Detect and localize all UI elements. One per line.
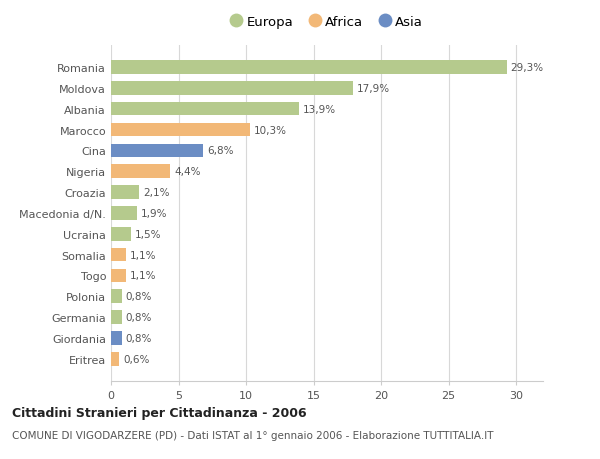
Bar <box>111 123 250 137</box>
Bar <box>111 103 299 116</box>
Bar <box>111 207 137 220</box>
Text: Cittadini Stranieri per Cittadinanza - 2006: Cittadini Stranieri per Cittadinanza - 2… <box>12 406 307 419</box>
Text: 2,1%: 2,1% <box>143 188 170 198</box>
Bar <box>111 290 122 303</box>
Bar <box>111 248 126 262</box>
Bar <box>111 331 122 345</box>
Text: 13,9%: 13,9% <box>303 105 336 114</box>
Bar <box>111 165 170 179</box>
Text: 0,8%: 0,8% <box>126 313 152 322</box>
Text: 29,3%: 29,3% <box>511 63 544 73</box>
Text: 10,3%: 10,3% <box>254 125 287 135</box>
Text: 6,8%: 6,8% <box>207 146 233 156</box>
Text: 0,8%: 0,8% <box>126 333 152 343</box>
Text: 1,9%: 1,9% <box>140 208 167 218</box>
Text: COMUNE DI VIGODARZERE (PD) - Dati ISTAT al 1° gennaio 2006 - Elaborazione TUTTIT: COMUNE DI VIGODARZERE (PD) - Dati ISTAT … <box>12 431 493 441</box>
Legend: Europa, Africa, Asia: Europa, Africa, Asia <box>227 11 427 33</box>
Text: 17,9%: 17,9% <box>356 84 390 94</box>
Bar <box>111 228 131 241</box>
Text: 1,1%: 1,1% <box>130 271 157 281</box>
Text: 1,1%: 1,1% <box>130 250 157 260</box>
Bar <box>111 352 119 366</box>
Bar <box>111 144 203 158</box>
Bar <box>111 186 139 199</box>
Bar <box>111 82 353 95</box>
Bar <box>111 311 122 324</box>
Text: 0,8%: 0,8% <box>126 291 152 302</box>
Text: 1,5%: 1,5% <box>136 229 162 239</box>
Bar <box>111 269 126 283</box>
Text: 4,4%: 4,4% <box>175 167 201 177</box>
Bar <box>111 61 506 75</box>
Text: 0,6%: 0,6% <box>123 354 149 364</box>
